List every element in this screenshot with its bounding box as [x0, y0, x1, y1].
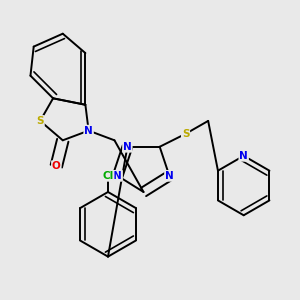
Text: N: N [113, 171, 122, 181]
Text: N: N [84, 126, 93, 136]
Text: S: S [36, 116, 44, 126]
Text: N: N [239, 151, 248, 161]
Text: O: O [52, 161, 61, 171]
Text: N: N [123, 142, 132, 152]
Text: N: N [165, 171, 174, 181]
Text: Cl: Cl [102, 171, 114, 181]
Text: S: S [182, 129, 189, 139]
